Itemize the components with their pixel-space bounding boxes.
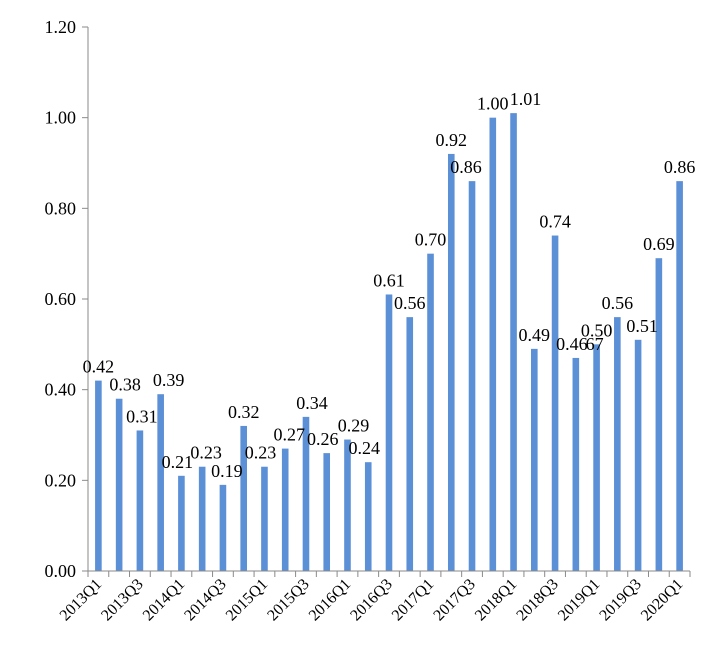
data-label: 0.34 [296, 393, 328, 413]
bar [531, 348, 538, 571]
x-tick-label: 2013Q1 [57, 576, 105, 624]
x-tick-label: 2019Q1 [555, 576, 603, 624]
data-label: 0.26 [307, 429, 339, 449]
x-tick-label: 2015Q1 [223, 576, 271, 624]
data-label: 0.39 [153, 370, 185, 390]
bar [572, 357, 580, 571]
x-tick-label: 2020Q1 [638, 576, 686, 624]
bar [551, 235, 559, 571]
y-tick-label: 1.20 [45, 17, 77, 37]
data-label: 0.21 [162, 452, 194, 472]
bar [676, 181, 683, 571]
data-label: 0.92 [436, 130, 468, 150]
bar [281, 448, 289, 571]
data-label: 0.56 [602, 293, 634, 313]
y-axis: 0.00 0.20 0.40 0.60 0.80 1.00 1.20 [45, 17, 89, 581]
data-label: 0.70 [415, 230, 447, 250]
data-label: 1.01 [510, 89, 542, 109]
data-label: 0.19 [211, 461, 243, 481]
bar [614, 317, 621, 571]
data-label: 1.00 [477, 94, 509, 114]
data-label: 0.61 [373, 270, 405, 290]
bar [219, 484, 227, 571]
data-label: 0.69 [643, 234, 675, 254]
bar [406, 317, 414, 571]
bar [95, 380, 102, 571]
data-label: 0.23 [190, 443, 222, 463]
x-axis: 2013Q12013Q32014Q12014Q32015Q12015Q32016… [57, 570, 691, 624]
data-label: 0.38 [109, 375, 141, 395]
y-tick-label: 1.00 [45, 108, 77, 128]
bar [447, 153, 455, 571]
y-tick-label: 0.00 [45, 561, 77, 581]
bar [178, 475, 185, 571]
data-label: 0.86 [450, 157, 482, 177]
bar [261, 466, 268, 571]
extra-annotation: 67 [586, 334, 604, 354]
x-tick-label: 2017Q3 [430, 576, 478, 624]
y-tick-label: 0.40 [45, 380, 77, 400]
x-tick-label: 2016Q1 [306, 576, 354, 624]
data-label: 0.51 [626, 316, 658, 336]
bar [157, 394, 164, 571]
x-tick-label: 2015Q3 [264, 576, 312, 624]
data-label: 0.31 [126, 406, 158, 426]
x-tick-label: 2013Q3 [98, 576, 146, 624]
bar [427, 253, 434, 572]
bar [115, 398, 123, 571]
x-tick-label: 2016Q3 [347, 576, 395, 624]
x-tick-label: 2017Q1 [389, 576, 437, 624]
data-label: 0.56 [394, 293, 426, 313]
bar [510, 113, 517, 571]
data-label: 0.29 [338, 416, 370, 436]
bar [136, 430, 144, 571]
x-tick-label: 2018Q3 [513, 576, 561, 624]
bar [634, 339, 642, 571]
data-labels: 0.420.380.310.390.210.230.190.320.230.27… [83, 89, 696, 481]
bar [489, 117, 497, 572]
y-tick-label: 0.20 [45, 470, 77, 490]
bar [302, 416, 310, 571]
bar [364, 462, 372, 571]
bar [323, 453, 331, 571]
y-tick-label: 0.80 [45, 198, 77, 218]
bar [344, 439, 351, 571]
bar [655, 258, 663, 571]
data-label: 0.32 [228, 402, 260, 422]
bar [385, 294, 393, 571]
data-label: 0.46 [556, 334, 588, 354]
bar [593, 344, 600, 571]
data-label: 0.27 [273, 425, 305, 445]
x-tick-label: 2014Q1 [140, 576, 188, 624]
x-tick-label: 2018Q1 [472, 576, 520, 624]
data-label: 0.42 [83, 357, 115, 377]
y-tick-label: 0.60 [45, 289, 77, 309]
data-label: 0.74 [539, 212, 571, 232]
data-label: 0.50 [581, 320, 613, 340]
x-tick-label: 2014Q3 [181, 576, 229, 624]
data-label: 0.23 [245, 443, 277, 463]
x-tick-label: 2019Q3 [596, 576, 644, 624]
bar [468, 181, 476, 571]
bar [198, 466, 206, 571]
data-label: 0.24 [348, 438, 380, 458]
bars [95, 113, 683, 572]
data-label: 0.49 [519, 325, 551, 345]
data-label: 0.86 [664, 157, 696, 177]
bar [240, 425, 247, 571]
